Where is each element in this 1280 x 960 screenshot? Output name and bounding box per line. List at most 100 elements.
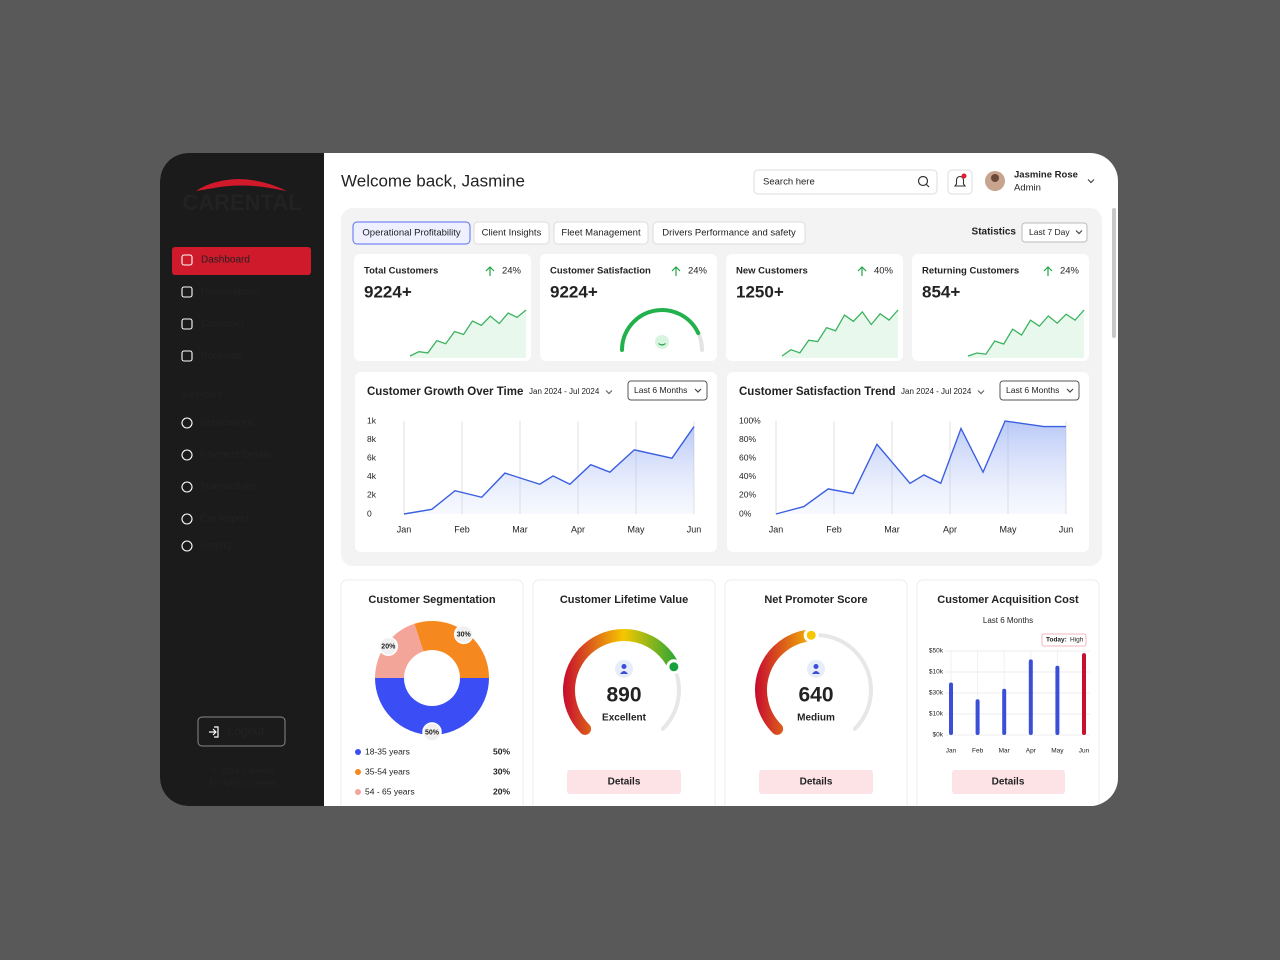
today-label: Today: (1046, 637, 1067, 644)
legend-label: 35-54 years (365, 766, 410, 776)
chevron-icon (1075, 230, 1083, 235)
x-tick-label: Feb (826, 524, 842, 534)
today-badge (1041, 633, 1087, 647)
sparkline (781, 309, 899, 357)
nav-icon (181, 286, 193, 298)
nav-item[interactable]: Payment Details (200, 450, 273, 461)
up-arrow-icon (485, 266, 495, 276)
period-dropdown[interactable] (999, 380, 1080, 401)
nav-item[interactable]: Car Report (200, 514, 249, 525)
nav-active[interactable] (172, 247, 311, 275)
x-tick-label: Mar (884, 524, 900, 534)
user-icon (812, 671, 820, 674)
line (403, 426, 695, 515)
smiley-icon (658, 343, 666, 346)
logout-label: Logout (228, 724, 265, 738)
details-button[interactable] (952, 770, 1065, 794)
gauge-knob (803, 627, 819, 643)
y-tick-label: 1k (367, 415, 377, 425)
nav-item[interactable]: Dashboard (201, 255, 250, 266)
sparkline (409, 309, 527, 357)
legend-swatch (355, 789, 361, 795)
kpi-value: 9224+ (364, 282, 412, 301)
y-tick-label: $30k (929, 690, 944, 697)
bar (1002, 688, 1007, 735)
notification-button[interactable] (947, 169, 973, 195)
kpi-value: 1250+ (736, 282, 784, 301)
legend-label: 54 - 65 years (365, 786, 415, 796)
kpi-title: Total Customers (364, 266, 438, 277)
bar (949, 682, 953, 735)
kpi-title: Returning Customers (922, 266, 1019, 277)
period-dropdown[interactable] (627, 380, 708, 401)
y-tick-label: 0 (367, 508, 372, 518)
search-box[interactable] (753, 169, 938, 195)
data-label-bubble (422, 722, 442, 742)
y-tick-label: 4k (367, 471, 377, 481)
line-area (404, 426, 694, 514)
gauge-knob (666, 659, 682, 675)
metric-card (532, 579, 716, 806)
tab[interactable] (352, 221, 471, 245)
donut-segment (375, 623, 424, 678)
smiley-icon (655, 335, 669, 349)
y-tick-label: $10k (929, 669, 944, 676)
nav-item[interactable]: Customer (201, 319, 245, 330)
search-icon (917, 175, 929, 187)
range-dropdown-label: Last 7 Day (1029, 227, 1070, 237)
nav-icon (181, 254, 193, 266)
tab[interactable] (553, 221, 649, 245)
line-area (776, 421, 1066, 514)
chart-title: Customer Satisfaction Trend (739, 386, 896, 398)
up-arrow-icon (1043, 266, 1053, 276)
nav-item[interactable]: Setting (200, 541, 231, 552)
details-label: Details (800, 777, 833, 788)
gauge-arc (620, 308, 701, 352)
user-avatar (991, 174, 999, 182)
section-heading: REPORT (182, 390, 223, 400)
gauge-value: 640 (798, 684, 833, 707)
x-tick-label: Apr (943, 524, 957, 534)
x-tick-label: Jun (687, 524, 702, 534)
y-tick-label: $50k (929, 648, 944, 655)
nav-item[interactable]: Notifications (200, 418, 254, 429)
copyright: © 2024 Carental. (212, 765, 276, 775)
card-title: Customer Acquisition Cost (937, 594, 1079, 606)
range-dropdown[interactable] (1021, 222, 1088, 243)
user-icon (621, 664, 627, 669)
data-label-bubble (453, 624, 474, 645)
details-label: Details (992, 777, 1025, 788)
nav-icon (181, 449, 193, 461)
y-tick-label: 20% (739, 490, 756, 500)
legend-value: 20% (493, 786, 510, 796)
donut-segment (375, 678, 489, 735)
y-tick-label: 6k (367, 452, 377, 462)
user-name: Jasmine Rose (1014, 170, 1078, 181)
y-tick-label: 2k (367, 490, 377, 500)
tab-label: Fleet Management (561, 228, 641, 239)
x-tick-label: Apr (1026, 748, 1037, 755)
data-label: 20% (381, 644, 396, 651)
tab[interactable] (473, 221, 550, 245)
nav-item[interactable]: Reservations (201, 287, 259, 298)
details-label: Details (608, 777, 641, 788)
details-button[interactable] (567, 770, 681, 794)
x-tick-label: Jan (397, 524, 412, 534)
period-dropdown-label: Last 6 Months (1006, 385, 1059, 395)
data-label-bubble (378, 636, 399, 657)
legend-value: 50% (493, 746, 510, 756)
logout-button[interactable] (197, 716, 286, 747)
user-icon (813, 664, 819, 669)
date-range: Jan 2024 - Jul 2024 (901, 387, 972, 396)
x-tick-label: Feb (972, 748, 984, 755)
search-placeholder: Search here (763, 177, 815, 188)
nav-item[interactable]: Bookings (201, 351, 242, 362)
nav-icon (181, 513, 193, 525)
tab[interactable] (652, 221, 806, 245)
nav-item[interactable]: Transactions (200, 482, 257, 493)
details-button[interactable] (759, 770, 873, 794)
data-label: 50% (425, 729, 440, 736)
tab-label: Operational Profitability (362, 228, 460, 239)
